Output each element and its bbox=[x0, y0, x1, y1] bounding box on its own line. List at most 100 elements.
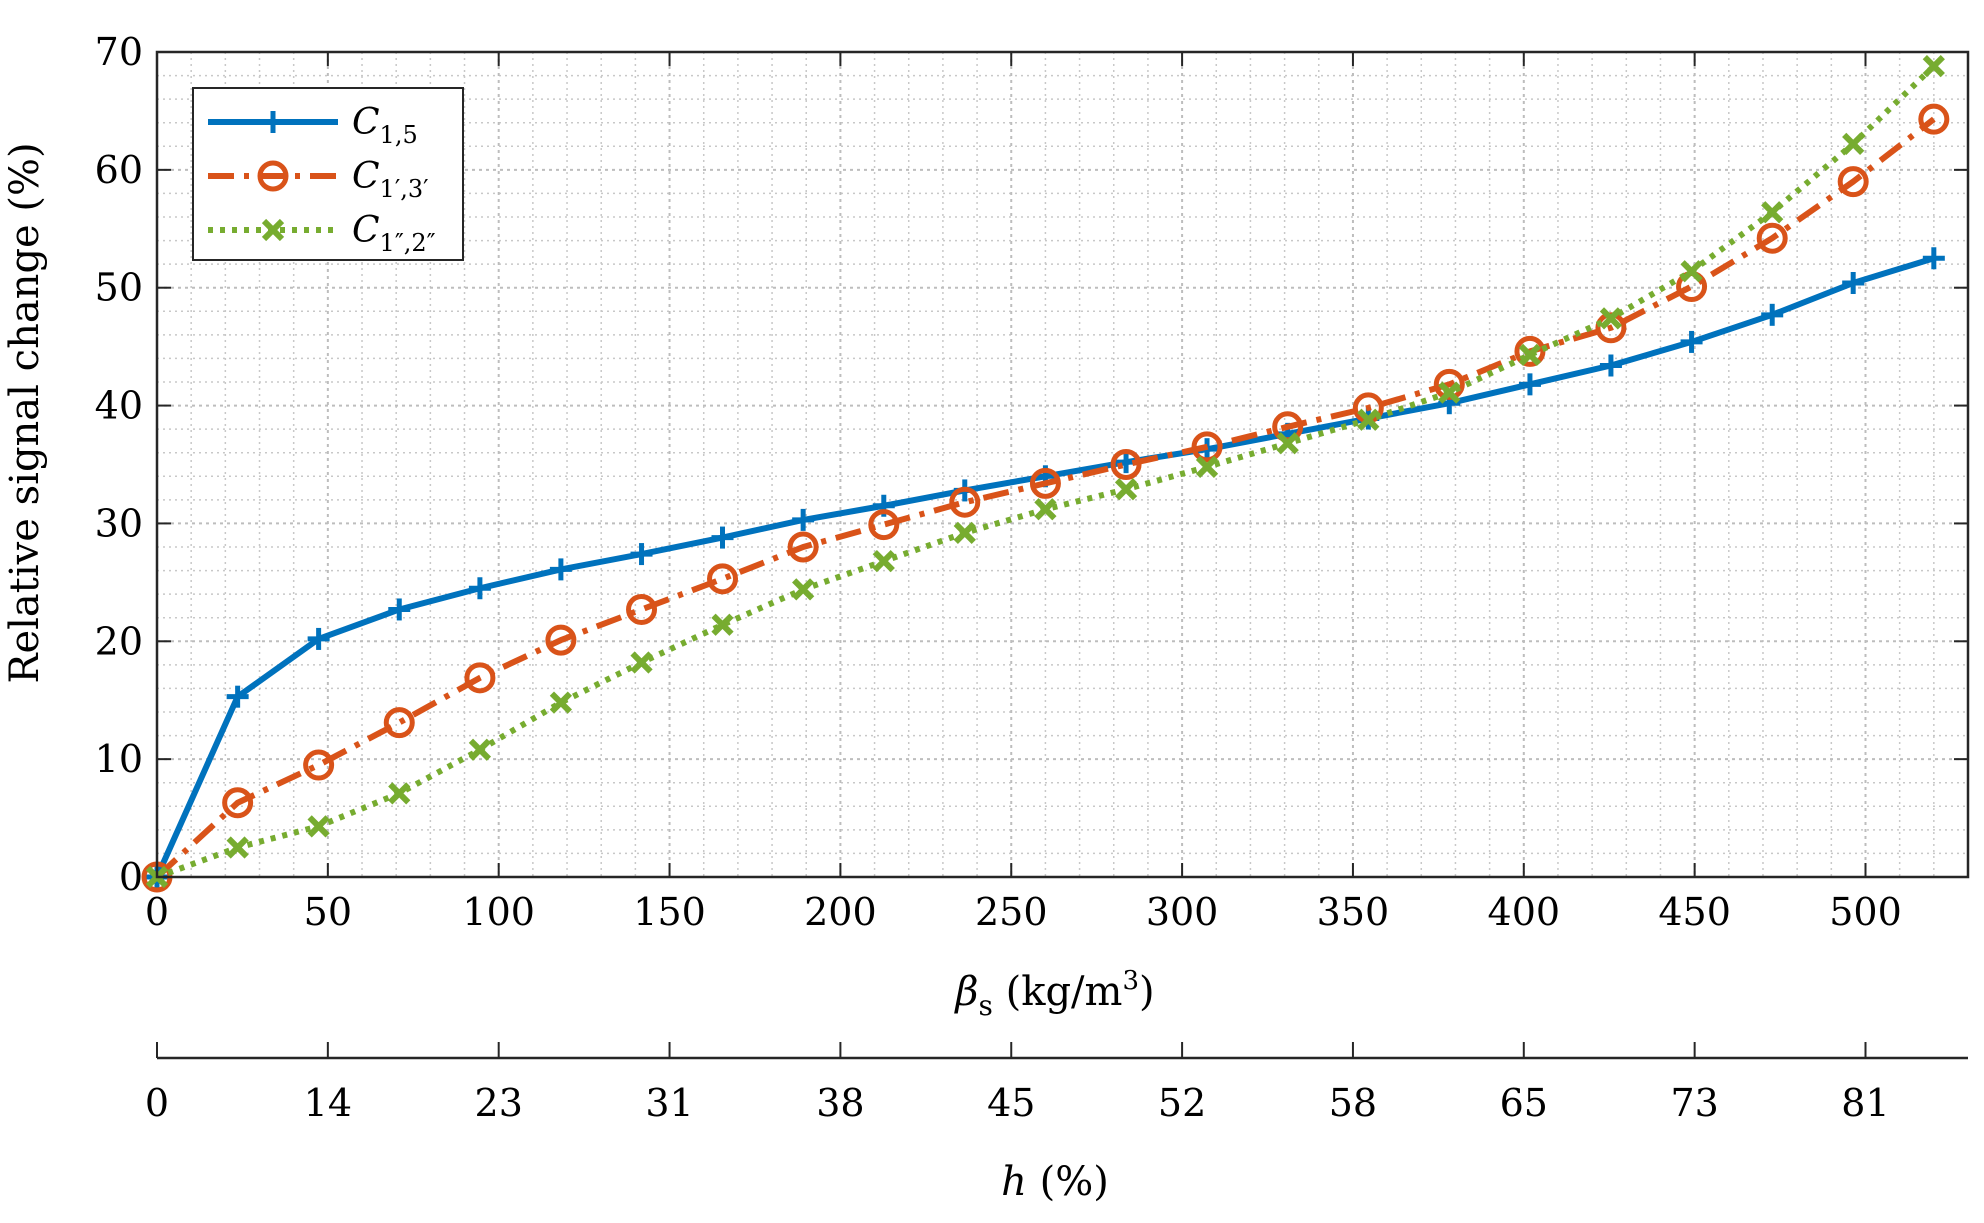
marker-x-b bbox=[1599, 307, 1623, 330]
x-tick-label: 300 bbox=[1146, 890, 1219, 934]
marker-x-b bbox=[1195, 455, 1219, 478]
marker-x bbox=[630, 651, 653, 674]
marker-circle bbox=[1514, 335, 1546, 367]
marker-x-b bbox=[1518, 343, 1542, 367]
secondary-axis-label-unit: (%) bbox=[1040, 1159, 1109, 1205]
marker-x bbox=[388, 782, 411, 805]
secondary-tick-label: 52 bbox=[1158, 1081, 1206, 1125]
series-3 bbox=[145, 55, 1945, 889]
legend-label-subscript: 1″,2″ bbox=[380, 229, 436, 257]
legend-label-base: C bbox=[352, 156, 380, 197]
secondary-tick-label: 0 bbox=[145, 1081, 169, 1125]
secondary-axis-label-space bbox=[1027, 1159, 1040, 1205]
marker-x bbox=[953, 521, 976, 544]
tick-labels: 0 50 100 150 200 250 300 350 400 450 500 0 10 20 30 40 5… bbox=[95, 30, 1902, 934]
marker-plus bbox=[468, 577, 491, 600]
x-axis-label-symbol: β bbox=[953, 969, 978, 1015]
secondary-tick-label: 38 bbox=[816, 1081, 864, 1125]
legend-label-base: C bbox=[352, 210, 380, 251]
x-tick-label: 400 bbox=[1488, 890, 1561, 934]
marker-plus bbox=[388, 598, 411, 621]
marker-x-b bbox=[711, 613, 734, 636]
secondary-tick-label: 81 bbox=[1841, 1081, 1889, 1125]
y-tick-label: 0 bbox=[119, 855, 143, 899]
marker-x bbox=[1195, 455, 1219, 478]
y-tick-label: 10 bbox=[95, 737, 143, 781]
marker-x bbox=[1357, 408, 1380, 431]
marker-x-b bbox=[468, 738, 492, 761]
secondary-tick-label: 23 bbox=[475, 1081, 523, 1125]
marker-circle bbox=[303, 749, 335, 781]
marker-x bbox=[711, 613, 734, 636]
marker-x-b bbox=[872, 550, 895, 573]
marker-x bbox=[1922, 55, 1945, 78]
marker-plus bbox=[307, 627, 330, 650]
y-axis-label: Relative signal change (%) bbox=[2, 142, 48, 683]
marker-x-b bbox=[1438, 381, 1461, 404]
marker-plus bbox=[711, 526, 734, 549]
marker-circle bbox=[545, 624, 577, 656]
marker-circle bbox=[1756, 222, 1788, 254]
y-tick-label: 20 bbox=[95, 619, 143, 663]
marker-plus bbox=[1599, 354, 1622, 377]
marker-circle bbox=[1433, 368, 1465, 400]
marker-x-b bbox=[1842, 132, 1865, 156]
marker-plus bbox=[1518, 373, 1541, 396]
marker-circle bbox=[949, 486, 981, 518]
marker-x bbox=[1438, 381, 1461, 404]
y-tick-label: 40 bbox=[95, 384, 143, 428]
x-tick-label: 350 bbox=[1317, 890, 1390, 934]
marker-x bbox=[792, 578, 815, 601]
secondary-axis-label: h (%) bbox=[1001, 1159, 1109, 1205]
marker-x-b bbox=[1680, 260, 1703, 283]
marker-x-b bbox=[1276, 432, 1299, 455]
marker-x bbox=[1599, 307, 1623, 330]
secondary-axis-label-var: h bbox=[1001, 1159, 1027, 1205]
x-tick-label: 450 bbox=[1658, 890, 1731, 934]
legend-label-2: C1′,3′ bbox=[352, 156, 429, 203]
marker-x bbox=[1114, 478, 1138, 501]
y-tick-label: 50 bbox=[95, 266, 143, 310]
marker-circle bbox=[1029, 467, 1061, 499]
secondary-tick-label: 45 bbox=[987, 1081, 1035, 1125]
marker-x bbox=[1034, 498, 1057, 521]
marker-x bbox=[1518, 343, 1542, 367]
marker-x bbox=[468, 738, 492, 761]
marker-x bbox=[261, 218, 285, 242]
marker-x bbox=[1680, 260, 1703, 283]
marker-x bbox=[226, 836, 249, 859]
marker-circle bbox=[464, 662, 496, 694]
x-axis-label-space bbox=[993, 969, 1006, 1015]
x-tick-label: 50 bbox=[304, 890, 352, 934]
marker-x-b bbox=[1034, 498, 1057, 521]
marker-plus bbox=[792, 508, 815, 531]
marker-x bbox=[1842, 132, 1865, 156]
legend-label-1: C1,5 bbox=[352, 102, 418, 149]
x-axis-label-unit: (kg/m bbox=[1006, 969, 1123, 1015]
legend-label-subscript: 1,5 bbox=[380, 121, 418, 149]
marker-circle bbox=[626, 593, 658, 625]
marker-plus bbox=[1761, 303, 1784, 326]
legend-label-3: C1″,2″ bbox=[352, 210, 436, 257]
y-tick-label: 30 bbox=[95, 501, 143, 545]
marker-plus bbox=[630, 543, 653, 566]
marker-x-b bbox=[1761, 201, 1784, 224]
marker-x-b bbox=[953, 521, 976, 544]
marker-circle bbox=[222, 787, 254, 819]
marker-plus bbox=[262, 111, 284, 133]
marker-x-b bbox=[261, 218, 285, 242]
secondary-tick-label: 65 bbox=[1500, 1081, 1548, 1125]
x-tick-label: 200 bbox=[804, 890, 877, 934]
marker-plus bbox=[1922, 247, 1945, 270]
marker-circle bbox=[868, 509, 900, 541]
secondary-tick-label: 31 bbox=[645, 1081, 693, 1125]
marker-circle bbox=[257, 160, 289, 192]
marker-plus bbox=[1842, 272, 1865, 294]
plot-area-frame bbox=[155, 50, 1970, 879]
marker-circle bbox=[787, 531, 819, 563]
marker-circle bbox=[1110, 449, 1142, 480]
marker-x-b bbox=[388, 782, 411, 805]
x-axis-label-subscript: s bbox=[979, 989, 993, 1022]
x-tick-label: 100 bbox=[462, 890, 535, 934]
